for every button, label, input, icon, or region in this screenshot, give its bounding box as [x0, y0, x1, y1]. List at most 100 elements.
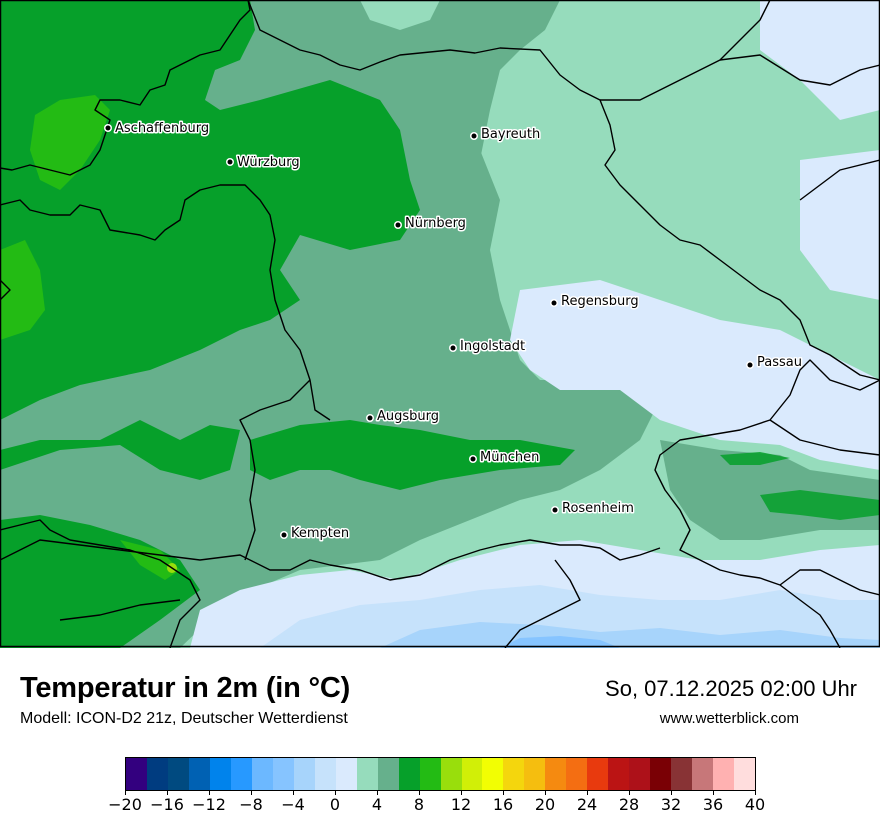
zone-8-10-lake — [120, 540, 180, 580]
city-rosenheim: Rosenheim — [551, 500, 635, 518]
city-ingolstadt: Ingolstadt — [449, 338, 527, 356]
city-regensburg: Regensburg — [550, 293, 640, 311]
colorbar-bin — [419, 758, 441, 790]
state-border-hessen — [0, 0, 251, 176]
zone-0-2-danube — [510, 280, 880, 470]
svg-text:Nürnberg: Nürnberg — [405, 216, 466, 231]
city-augsburg: Augsburg — [366, 408, 441, 426]
country-border-switzerland — [0, 519, 201, 648]
zone-4-6-bayreuth — [420, 0, 560, 330]
svg-text:Ingolstadt: Ingolstadt — [460, 339, 525, 354]
state-border-salzburg — [779, 569, 880, 596]
colorbar-bin — [126, 758, 147, 790]
country-border-austria-south — [0, 539, 661, 581]
colorbar-bin — [398, 758, 420, 790]
colorbar-tick — [461, 790, 462, 795]
state-border-bw-west — [0, 279, 11, 301]
city-markers: Aschaffenburg Würzburg Bayreuth Nürnberg… — [104, 120, 803, 543]
colorbar-labels: −20 −16 −12 −8 −4 0 4 8 12 16 20 24 28 32 36 40 — [108, 795, 765, 817]
colorbar-tick — [251, 790, 252, 795]
map-title: Temperatur in 2m (in °C) — [20, 672, 351, 704]
borders — [0, 0, 880, 648]
colorbar-tick — [377, 790, 378, 795]
city-passau: Passau — [746, 354, 803, 372]
colorbar-tick — [419, 790, 420, 795]
colorbar-tick — [629, 790, 630, 795]
colorbar-bin — [671, 758, 693, 790]
svg-text:Bayreuth: Bayreuth — [481, 127, 540, 142]
country-border-north — [247, 0, 880, 381]
zone-8-10-aschaffenburg — [30, 95, 110, 190]
colorbar-ticks — [125, 790, 756, 798]
colorbar-bin — [608, 758, 630, 790]
svg-text:Aschaffenburg: Aschaffenburg — [115, 121, 209, 136]
colorbar-bin — [146, 758, 168, 790]
state-border-vorarlberg — [59, 599, 181, 621]
colorbar-bin — [293, 758, 315, 790]
colorbar-tick — [167, 790, 168, 795]
colorbar-bin — [251, 758, 273, 790]
colorbar-tick-label: −4 — [281, 795, 305, 814]
colorbar: −20 −16 −12 −8 −4 0 4 8 12 16 20 24 28 32 36 40 — [108, 757, 765, 814]
colorbar-tick — [587, 790, 588, 795]
colorbar-tick — [671, 790, 672, 795]
colorbar-bin — [230, 758, 252, 790]
colorbar-tick — [755, 790, 756, 795]
colorbar-bin — [167, 758, 189, 790]
colorbar-tick-label: −16 — [150, 795, 184, 814]
city-wuerzburg: Würzburg — [226, 154, 301, 172]
colorbar-bin — [209, 758, 231, 790]
colorbar-tick — [713, 790, 714, 795]
colorbar-bin — [188, 758, 210, 790]
colorbar-tick — [503, 790, 504, 795]
colorbar-tick-label: 36 — [702, 795, 724, 814]
colorbar-bin — [482, 758, 504, 790]
colorbar-bin — [734, 758, 756, 790]
colorbar-tick-label: −12 — [192, 795, 226, 814]
colorbar-tick-label: −8 — [239, 795, 263, 814]
valid-time: So, 07.12.2025 02:00 Uhr — [605, 676, 857, 701]
colorbar-tick-label: 16 — [492, 795, 514, 814]
zone-8-10-west — [0, 240, 45, 340]
zone-neg6-neg4-spot — [500, 636, 620, 648]
colorbar-bins — [125, 757, 756, 791]
colorbar-tick-label: 40 — [744, 795, 766, 814]
colorbar-tick — [293, 790, 294, 795]
colorbar-bin — [566, 758, 588, 790]
zone-6-8-salzach — [720, 452, 790, 465]
state-border-bw-north — [0, 184, 331, 421]
colorbar-tick-label: 4 — [371, 795, 383, 814]
city-muenchen: München — [469, 449, 541, 467]
svg-text:Rosenheim: Rosenheim — [562, 501, 634, 516]
colorbar-bin — [692, 758, 714, 790]
city-kempten: Kempten — [280, 525, 351, 543]
colorbar-tick-label: 12 — [450, 795, 472, 814]
colorbar-tick-label: 0 — [329, 795, 341, 814]
colorbar-bin — [587, 758, 609, 790]
colorbar-tick — [335, 790, 336, 795]
colorbar-bin — [440, 758, 462, 790]
colorbar-bin — [314, 758, 336, 790]
colorbar-tick — [209, 790, 210, 795]
source-link: www.wetterblick.com — [659, 710, 799, 727]
colorbar-bin — [524, 758, 546, 790]
state-border-lower-austria — [799, 159, 880, 201]
colorbar-tick — [125, 790, 126, 795]
country-border-czech-2 — [719, 54, 880, 86]
city-bayreuth: Bayreuth — [470, 126, 542, 144]
svg-text:Regensburg: Regensburg — [561, 294, 639, 309]
svg-text:Augsburg: Augsburg — [377, 409, 439, 424]
colorbar-tick-label: −20 — [108, 795, 142, 814]
colorbar-tick-label: 24 — [576, 795, 598, 814]
svg-text:Kempten: Kempten — [291, 526, 349, 541]
colorbar-tick-label: 32 — [660, 795, 682, 814]
colorbar-bin — [377, 758, 399, 790]
zone-neg4-neg2-alps — [380, 622, 880, 648]
colorbar-bin — [335, 758, 357, 790]
model-info: Modell: ICON-D2 21z, Deutscher Wetterdie… — [20, 710, 348, 727]
state-border-ooe — [769, 419, 880, 456]
colorbar-tick-label: 20 — [534, 795, 556, 814]
svg-text:München: München — [480, 450, 539, 465]
colorbar-bin — [503, 758, 525, 790]
colorbar-bin — [461, 758, 483, 790]
